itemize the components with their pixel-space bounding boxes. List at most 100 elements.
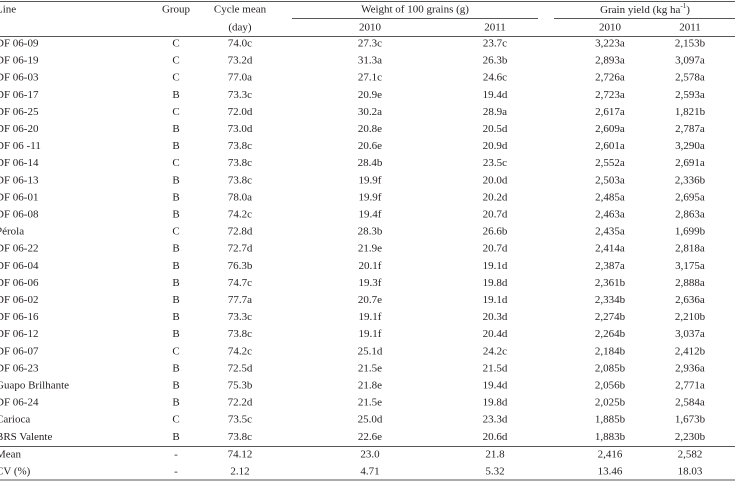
- group: C: [172, 38, 179, 50]
- line-name: DF 06-24: [0, 397, 39, 409]
- header-group: Group: [162, 4, 191, 16]
- weight-2010: 21.8e: [358, 380, 382, 392]
- group: B: [172, 89, 179, 101]
- line-name: Guapo Brilhante: [0, 380, 69, 392]
- cycle-mean: 72.7d: [228, 243, 253, 255]
- yield-2011: 2,412b: [675, 345, 706, 357]
- weight-2011: 20.2d: [483, 191, 508, 203]
- cycle-mean: 73.8c: [228, 174, 252, 186]
- yield-2011: 3,097a: [675, 55, 705, 67]
- line-name: DF 06-08: [0, 209, 39, 221]
- weight-2011: 26.6b: [483, 226, 508, 238]
- group: -: [174, 466, 178, 478]
- group: B: [172, 431, 179, 443]
- line-name: DF 06-09: [0, 38, 39, 50]
- weight-2011: 20.5d: [483, 123, 508, 135]
- yield-2011: 2,584a: [675, 397, 705, 409]
- header-cycle-unit: (day): [228, 22, 252, 34]
- yield-2010: 2,601a: [595, 140, 625, 152]
- group: C: [172, 55, 179, 67]
- yield-2011: 1,821b: [675, 106, 706, 118]
- header-weight: Weight of 100 grains (g): [361, 4, 469, 16]
- header-year: 2010: [599, 22, 622, 34]
- yield-2010: 1,885b: [595, 414, 626, 426]
- yield-2011: 2,863a: [675, 209, 705, 221]
- weight-2011: 19.8d: [483, 397, 508, 409]
- yield-2011: 2,771a: [675, 380, 705, 392]
- yield-2010: 2,085b: [595, 362, 626, 374]
- weight-2010: 20.1f: [359, 260, 382, 272]
- yield-2010: 2,361b: [595, 277, 626, 289]
- line-name: DF 06-06: [0, 277, 39, 289]
- cycle-mean: 73.2d: [228, 55, 253, 67]
- line-name: DF 06-23: [0, 362, 39, 374]
- yield-2011: 2,593a: [675, 89, 705, 101]
- group: B: [172, 260, 179, 272]
- group: B: [172, 397, 179, 409]
- weight-2011: 24.6c: [483, 72, 507, 84]
- yield-2010: 2,184b: [595, 345, 626, 357]
- line-name: Carioca: [0, 414, 30, 426]
- weight-2011: 19.4d: [483, 89, 508, 101]
- weight-2011: 19.4d: [483, 380, 508, 392]
- yield-2011: 2,818a: [675, 243, 705, 255]
- yield-2011: 2,582: [678, 449, 703, 461]
- cycle-mean: 73.3c: [228, 311, 252, 323]
- weight-2010: 20.8e: [358, 123, 382, 135]
- yield-2010: 2,387a: [595, 260, 625, 272]
- header-year: 2011: [484, 22, 506, 34]
- weight-2010: 19.1f: [359, 311, 382, 323]
- yield-2010: 2,617a: [595, 106, 625, 118]
- group: B: [172, 243, 179, 255]
- group: C: [172, 106, 179, 118]
- yield-2011: 1,673b: [675, 414, 706, 426]
- yield-2011: 2,153b: [675, 38, 706, 50]
- line-name: DF 06-12: [0, 328, 38, 340]
- header-yield-text: Grain yield (kg ha: [600, 4, 680, 16]
- cycle-mean: 72.2d: [228, 397, 253, 409]
- yield-2010: 2,485a: [595, 191, 625, 203]
- yield-2011: 1,699b: [675, 226, 706, 238]
- yield-2010: 2,264b: [595, 328, 626, 340]
- line-name: CV (%): [0, 466, 31, 478]
- group: B: [172, 328, 179, 340]
- yield-2011: 2,888a: [675, 277, 705, 289]
- group: C: [172, 414, 179, 426]
- yield-2010: 1,883b: [595, 431, 626, 443]
- weight-2010: 22.6e: [358, 431, 382, 443]
- yield-2011: 2,230b: [675, 431, 706, 443]
- yield-2010: 3,223a: [595, 38, 625, 50]
- yield-2010: 2,552a: [595, 157, 625, 169]
- line-name: DF 06-07: [0, 345, 39, 357]
- weight-2010: 21.5e: [358, 362, 382, 374]
- yield-2010: 2,414a: [595, 243, 625, 255]
- yield-2010: 2,726a: [595, 72, 625, 84]
- yield-2010: 2,056b: [595, 380, 626, 392]
- weight-2010: 20.9e: [358, 89, 382, 101]
- cycle-mean: 74.2c: [228, 345, 252, 357]
- cycle-mean: 73.8c: [228, 328, 252, 340]
- weight-2010: 28.4b: [358, 157, 383, 169]
- line-name: DF 06-01: [0, 191, 38, 203]
- yield-2010: 2,334b: [595, 294, 626, 306]
- group: B: [172, 362, 179, 374]
- yield-2010: 2,435a: [595, 226, 625, 238]
- weight-2011: 20.9d: [483, 140, 508, 152]
- weight-2011: 19.1d: [483, 294, 508, 306]
- yield-2010: 2,609a: [595, 123, 625, 135]
- yield-2011: 3,037a: [675, 328, 705, 340]
- weight-2011: 20.4d: [483, 328, 508, 340]
- group: B: [172, 174, 179, 186]
- cycle-mean: 78.0a: [228, 191, 252, 203]
- line-name: DF 06-03: [0, 72, 39, 84]
- weight-2010: 4.71: [360, 466, 379, 478]
- group: B: [172, 140, 179, 152]
- yield-2010: 2,274b: [595, 311, 626, 323]
- cycle-mean: 74.0c: [228, 38, 252, 50]
- group: B: [172, 311, 179, 323]
- cycle-mean: 73.8c: [228, 140, 252, 152]
- line-name: BRS Valente: [0, 431, 52, 443]
- weight-2010: 19.3f: [359, 277, 382, 289]
- weight-2011: 23.3d: [483, 414, 508, 426]
